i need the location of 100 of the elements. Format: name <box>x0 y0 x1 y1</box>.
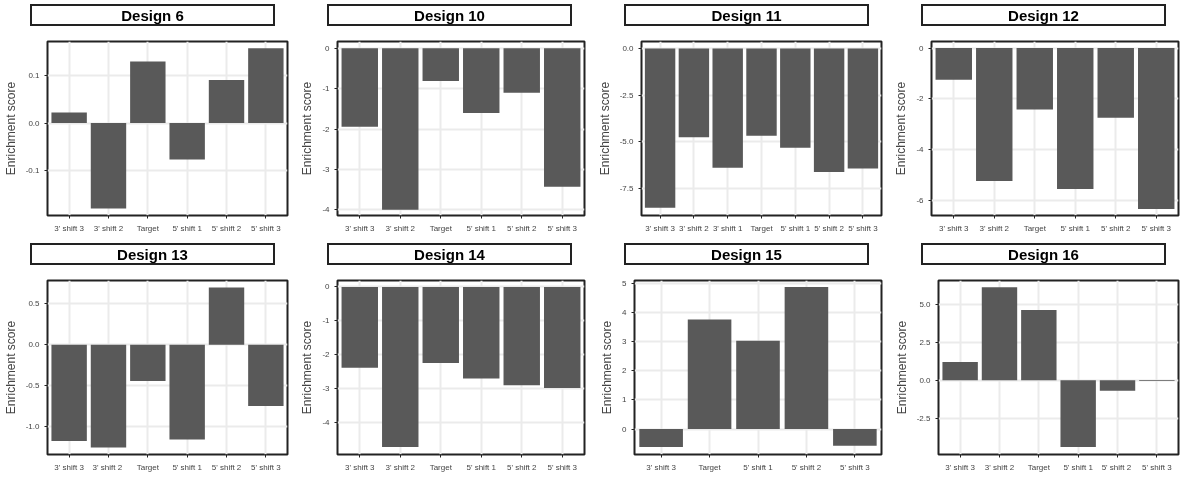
x-tick-label: 5' shift 3 <box>547 223 578 233</box>
x-tick-label: 3' shift 3 <box>945 462 976 472</box>
x-tick-label: Target <box>698 462 722 472</box>
y-tick-label: 0.0 <box>28 340 41 350</box>
y-axis-title: Enrichment score <box>597 81 612 176</box>
x-tick-label: 5' shift 2 <box>506 223 538 233</box>
x-tick-label: 3' shift 3 <box>345 223 376 233</box>
y-tick-label: -2 <box>916 94 925 104</box>
x-tick-label: 5' shift 2 <box>211 462 242 472</box>
y-tick-label: 0.0 <box>28 118 41 128</box>
x-tick-label: 3' shift 2 <box>979 223 1010 233</box>
y-tick-label: 2 <box>622 366 628 376</box>
x-tick-label: 3' shift 3 <box>645 223 676 233</box>
x-tick-label: 3' shift 2 <box>984 462 1015 472</box>
x-tick-label: 3' shift 2 <box>92 462 123 472</box>
y-tick-label: -1.0 <box>25 421 41 431</box>
x-tick-label: 3' shift 2 <box>679 223 710 233</box>
bar <box>1099 380 1136 391</box>
y-tick-label: -0.1 <box>25 165 41 175</box>
x-tick-label: 5' shift 1 <box>1063 462 1094 472</box>
y-tick-label: 0 <box>325 282 331 292</box>
x-tick-label: 5' shift 2 <box>1101 462 1132 472</box>
x-tick-label: 5' shift 1 <box>743 462 774 472</box>
y-tick-label: 0.0 <box>919 375 932 385</box>
bar <box>90 123 127 209</box>
x-tick-label: 5' shift 3 <box>1142 462 1173 472</box>
x-tick-label: 5' shift 3 <box>1141 223 1172 233</box>
chart-title: Design 13 <box>117 245 188 265</box>
chart-title: Design 15 <box>711 245 782 265</box>
y-tick-label: -2 <box>322 350 331 360</box>
y-tick-label: 5 <box>622 278 628 288</box>
y-tick-label: 0.1 <box>28 71 41 81</box>
x-tick-label: 5' shift 3 <box>251 223 282 233</box>
y-tick-label: 0.5 <box>28 299 41 309</box>
bar <box>639 429 683 447</box>
bar <box>833 429 877 446</box>
y-tick-label: -4 <box>322 205 331 215</box>
y-axis-title: Enrichment score <box>894 81 909 176</box>
y-axis-title: Enrichment score <box>600 320 615 415</box>
y-tick-label: 0.0 <box>622 43 635 53</box>
y-axis-title: Enrichment score <box>894 320 909 415</box>
x-tick-label: 5' shift 3 <box>251 462 282 472</box>
x-tick-label: 5' shift 1 <box>466 462 497 472</box>
y-tick-label: 0 <box>325 43 331 53</box>
x-tick-label: Target <box>1027 462 1051 472</box>
y-tick-label: 0 <box>919 43 925 53</box>
x-tick-label: 3' shift 3 <box>54 223 85 233</box>
y-tick-label: 3 <box>622 337 628 347</box>
chart-title: Design 6 <box>121 6 184 26</box>
y-tick-label: -3 <box>322 164 331 174</box>
y-tick-label: -6 <box>916 196 925 206</box>
x-tick-label: Target <box>429 462 453 472</box>
y-tick-label: 0 <box>622 424 628 434</box>
bar <box>248 48 284 124</box>
x-tick-label: Target <box>750 223 774 233</box>
x-tick-label: 3' shift 3 <box>939 223 970 233</box>
y-tick-label: -0.5 <box>25 380 41 390</box>
bar <box>687 319 732 430</box>
y-tick-label: 5.0 <box>919 299 932 309</box>
x-tick-label: 5' shift 3 <box>840 462 871 472</box>
y-tick-label: -2 <box>322 124 331 134</box>
bar <box>51 112 87 124</box>
y-tick-label: -2.5 <box>916 413 932 423</box>
x-tick-label: 5' shift 2 <box>791 462 822 472</box>
bar <box>1021 309 1057 381</box>
x-tick-label: Target <box>136 462 160 472</box>
chart-title: Design 11 <box>711 6 782 26</box>
y-axis-title: Enrichment score <box>3 320 18 415</box>
x-tick-label: 5' shift 1 <box>466 223 497 233</box>
y-axis-title: Enrichment score <box>300 81 315 176</box>
x-tick-label: 3' shift 3 <box>646 462 677 472</box>
y-tick-label: -1 <box>322 84 331 94</box>
x-tick-label: 5' shift 1 <box>780 223 811 233</box>
y-tick-label: -3 <box>322 384 331 394</box>
bar <box>169 123 205 160</box>
y-tick-label: -1 <box>322 316 331 326</box>
y-tick-label: 2.5 <box>919 337 932 347</box>
x-tick-label: 5' shift 2 <box>1100 223 1132 233</box>
x-tick-label: Target <box>136 223 160 233</box>
y-tick-label: -2.5 <box>619 90 635 100</box>
y-tick-label: -4 <box>322 418 331 428</box>
x-tick-label: 5' shift 1 <box>172 462 203 472</box>
x-tick-label: 5' shift 1 <box>1060 223 1091 233</box>
x-tick-label: 5' shift 3 <box>547 462 578 472</box>
bar <box>208 79 245 124</box>
x-tick-label: 5' shift 2 <box>814 223 845 233</box>
y-tick-label: 4 <box>622 307 628 317</box>
chart-title: Design 16 <box>1008 245 1079 265</box>
x-tick-label: 3' shift 2 <box>385 223 416 233</box>
x-tick-label: Target <box>1023 223 1047 233</box>
bar <box>981 287 1018 381</box>
y-axis-title: Enrichment score <box>300 320 315 415</box>
x-tick-label: 5' shift 2 <box>211 223 242 233</box>
bar <box>1060 380 1096 448</box>
chart-title: Design 12 <box>1008 6 1079 26</box>
y-tick-label: -5.0 <box>619 137 635 147</box>
x-tick-label: 5' shift 1 <box>172 223 203 233</box>
x-tick-label: Target <box>429 223 453 233</box>
y-tick-label: -7.5 <box>619 184 635 194</box>
bar <box>130 61 166 124</box>
